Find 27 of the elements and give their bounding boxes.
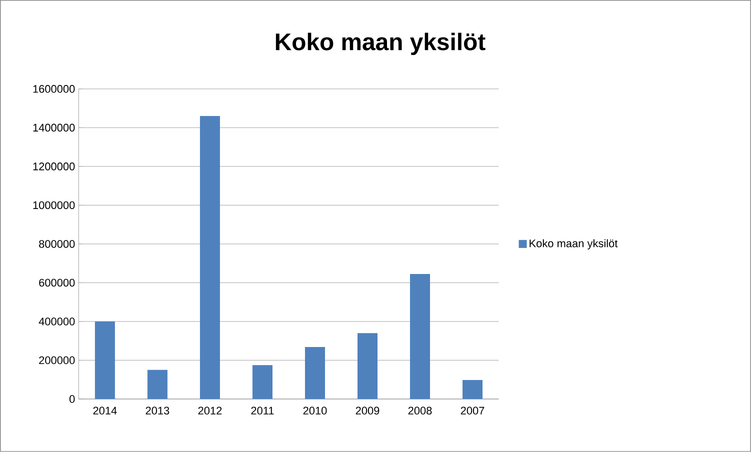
- x-tick-label: 2009: [356, 406, 380, 415]
- y-tick-label: 600000: [39, 278, 75, 287]
- y-tick-label: 0: [69, 395, 75, 403]
- x-tick-label: 2012: [198, 406, 222, 415]
- bar: [252, 365, 272, 400]
- chart-title: Koko maan yksilöt: [276, 32, 486, 56]
- bar: [462, 380, 483, 400]
- x-tick-label: 2011: [251, 406, 274, 415]
- y-tick-label: 1600000: [33, 85, 75, 93]
- y-tick-label: 1200000: [33, 162, 75, 170]
- x-tick-label: 2013: [146, 406, 170, 415]
- legend-label: Koko maan yksilöt: [530, 239, 618, 250]
- y-tick-label: 400000: [38, 318, 75, 326]
- bar: [94, 322, 115, 400]
- bar: [147, 370, 168, 400]
- x-tick-label: 2010: [303, 406, 327, 415]
- y-tick-label: 200000: [39, 356, 75, 364]
- bar: [200, 116, 220, 400]
- bar: [358, 333, 378, 400]
- x-tick-label: 2014: [93, 406, 117, 415]
- bar: [410, 274, 430, 400]
- y-tick-label: 1400000: [33, 124, 75, 132]
- bar: [304, 347, 325, 400]
- y-tick-label: 1000000: [33, 201, 75, 210]
- x-tick-label: 2007: [460, 406, 484, 415]
- x-tick-label: 2008: [408, 406, 432, 415]
- y-tick-label: 800000: [39, 240, 75, 248]
